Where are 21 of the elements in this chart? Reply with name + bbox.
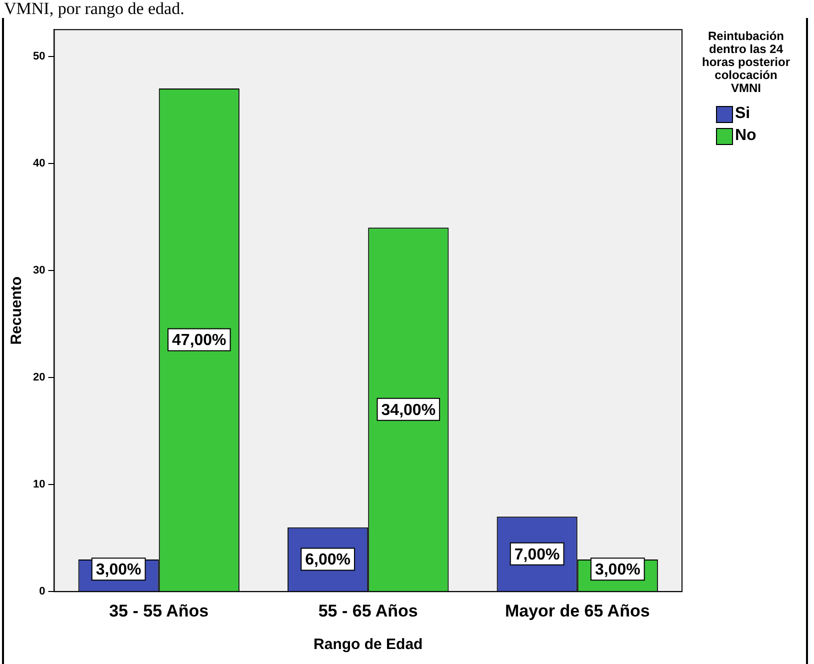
y-axis-title: Recuento [8,276,26,345]
legend-label: Si [735,105,750,123]
text: VMNI, por rango de edad. [4,0,184,18]
x-axis-title: Rango de Edad [314,636,423,654]
y-tick-label: 10 [32,478,46,491]
data-label: 47,00% [172,332,226,350]
data-label: 34,00% [381,402,436,419]
y-tick-label: 50 [32,50,46,62]
y-tick-label: 30 [32,264,46,276]
y-tick-label: 20 [32,372,46,384]
legend-title: Reintubación dentro las 24 horas posterior colocación VMNI [700,29,792,95]
x-tick-label: 55 - 65 Años [318,601,418,620]
legend-label: No [735,127,756,145]
data-label: 7,00% [514,546,560,564]
y-tick-label: 0 [39,586,46,598]
data-label: 3,00% [594,562,640,579]
x-tick-label: 35 - 55 Años [109,601,209,620]
data-label: 3,00% [96,562,142,579]
y-tick-label: 40 [32,157,46,170]
data-label: 6,00% [305,552,351,569]
x-tick-label: Mayor de 65 Años [504,601,650,620]
